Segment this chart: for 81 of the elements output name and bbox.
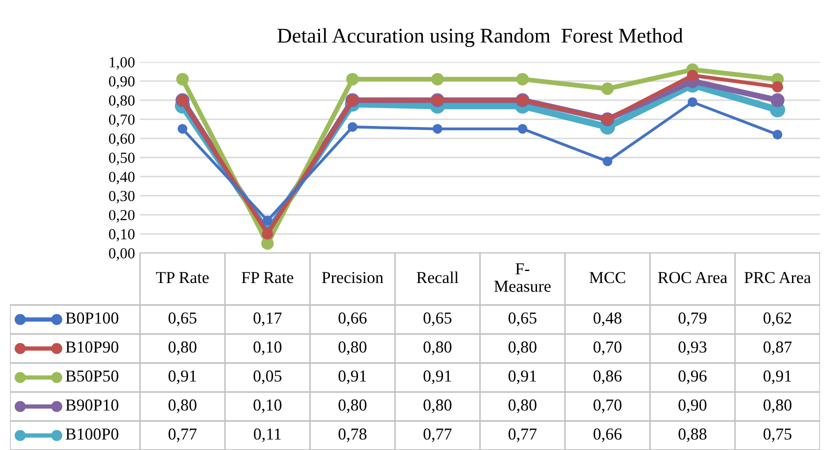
data-label: 0,80	[424, 399, 452, 414]
data-label: 0,86	[594, 370, 622, 384]
data-label: 0,70	[594, 341, 622, 356]
data-label: 0,66	[338, 312, 367, 326]
data-label: 0,10	[254, 341, 282, 356]
x-tick-label: Precision	[322, 272, 384, 284]
legend-label: B10P90	[66, 341, 118, 353]
data-label: 0,88	[678, 428, 706, 442]
point	[176, 72, 189, 86]
point	[686, 70, 698, 81]
y-tick-label: 0,20	[108, 210, 135, 222]
point	[516, 72, 529, 86]
point	[431, 72, 444, 86]
data-label: 0,80	[424, 341, 452, 356]
data-label: 0,91	[424, 370, 452, 384]
data-label: 0,65	[508, 312, 536, 326]
data-label: 0,80	[338, 341, 366, 356]
y-tick-label: 0,10	[108, 229, 135, 242]
y-tick-label: 0,30	[108, 190, 135, 204]
data-label: 0,93	[678, 341, 706, 356]
y-tick-label: 0,70	[108, 114, 135, 127]
y-tick-label: 0,50	[108, 152, 135, 166]
data-label: 0,80	[168, 341, 196, 356]
point	[772, 130, 782, 140]
point	[770, 93, 784, 108]
point	[518, 124, 528, 134]
data-label: 0,10	[254, 399, 282, 414]
data-label: 0,65	[424, 312, 452, 326]
x-tick-label: ROC Area	[658, 272, 728, 284]
x-tick-label: F-Measure	[494, 263, 551, 292]
y-tick-label: 0,00	[108, 248, 135, 261]
point	[432, 124, 442, 134]
data-label: 0,80	[338, 399, 366, 414]
y-tick-label: 0,80	[108, 95, 135, 108]
point	[348, 122, 358, 132]
data-label: 0,05	[254, 370, 282, 384]
data-label: 0,91	[168, 370, 196, 384]
legend-label: B50P50	[66, 370, 118, 382]
data-label: 0,78	[338, 428, 366, 442]
legend-label: B90P10	[66, 399, 118, 411]
data-label: 0,11	[254, 428, 281, 442]
data-label: 0,62	[764, 312, 792, 326]
data-label: 0,65	[168, 312, 196, 326]
x-tick-label: TP Rate	[156, 272, 209, 284]
point	[602, 156, 612, 166]
data-label: 0,66	[594, 428, 622, 442]
point	[178, 124, 188, 134]
data-label: 0,87	[764, 341, 792, 356]
y-tick-label: 0,60	[108, 134, 135, 146]
data-label: 0,80	[764, 399, 792, 414]
legend-label: B0P100	[66, 312, 118, 324]
data-label: 0,48	[594, 312, 622, 326]
x-tick-label: MCC	[589, 272, 626, 284]
x-tick-label: FP Rate	[242, 272, 294, 284]
y-tick-label: 0,90	[108, 76, 135, 89]
legend-label: B100P0	[66, 428, 118, 440]
data-label: 0,90	[678, 399, 706, 414]
data-label: 0,80	[508, 399, 536, 414]
point	[688, 97, 698, 107]
data-label: 0,91	[764, 370, 792, 384]
data-label: 0,80	[168, 399, 196, 414]
data-label: 0,79	[678, 312, 706, 326]
data-label: 0,77	[168, 428, 197, 442]
data-label: 0,77	[508, 428, 537, 442]
y-tick-label: 1,00	[110, 57, 135, 70]
data-label: 0,96	[678, 370, 707, 384]
data-label: 0,75	[764, 428, 792, 442]
chart-title: Detail Accuration using Random Forest Method	[278, 28, 683, 48]
x-tick-label: PRC Area	[744, 272, 811, 284]
data-label: 0,80	[508, 341, 536, 356]
data-label: 0,91	[338, 370, 366, 384]
x-tick-label: Recall	[416, 271, 458, 284]
point	[772, 81, 784, 92]
point	[601, 82, 614, 95]
point	[262, 216, 272, 226]
data-label: 0,17	[254, 312, 282, 326]
data-label: 0,91	[508, 370, 536, 384]
data-label: 0,77	[424, 428, 452, 442]
data-label: 0,70	[594, 399, 622, 414]
y-tick-label: 0,40	[108, 172, 135, 184]
point	[346, 72, 359, 86]
